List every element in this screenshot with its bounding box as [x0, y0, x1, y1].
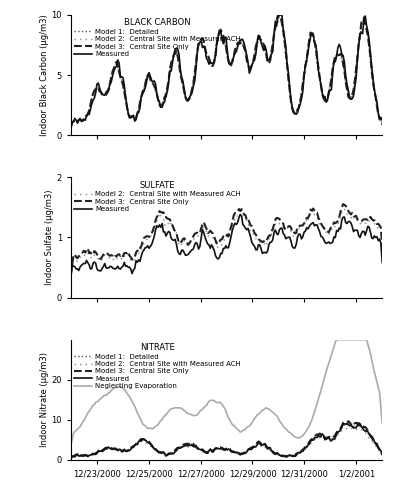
- Legend: Model 1:  Detailed, Model 2:  Central Site with Measured ACH, Model 3:  Central : Model 1: Detailed, Model 2: Central Site…: [74, 343, 241, 389]
- Legend: Model 2:  Central Site with Measured ACH, Model 3:  Central Site Only, Measured: Model 2: Central Site with Measured ACH,…: [74, 181, 241, 212]
- Y-axis label: Indoor Sulfate (μg/m3): Indoor Sulfate (μg/m3): [45, 190, 54, 285]
- Y-axis label: Indoor Black Carbon (μg/m3): Indoor Black Carbon (μg/m3): [40, 14, 48, 136]
- Legend: Model 1:  Detailed, Model 2:  Central Site with Measured ACH, Model 3:  Central : Model 1: Detailed, Model 2: Central Site…: [74, 18, 241, 57]
- Y-axis label: Indoor Nitrate (μg/m3): Indoor Nitrate (μg/m3): [40, 352, 48, 448]
